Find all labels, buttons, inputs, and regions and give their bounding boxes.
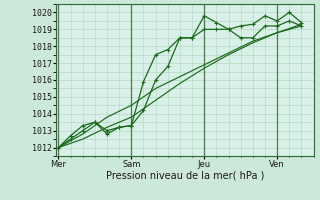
X-axis label: Pression niveau de la mer( hPa ): Pression niveau de la mer( hPa ) <box>106 171 264 181</box>
